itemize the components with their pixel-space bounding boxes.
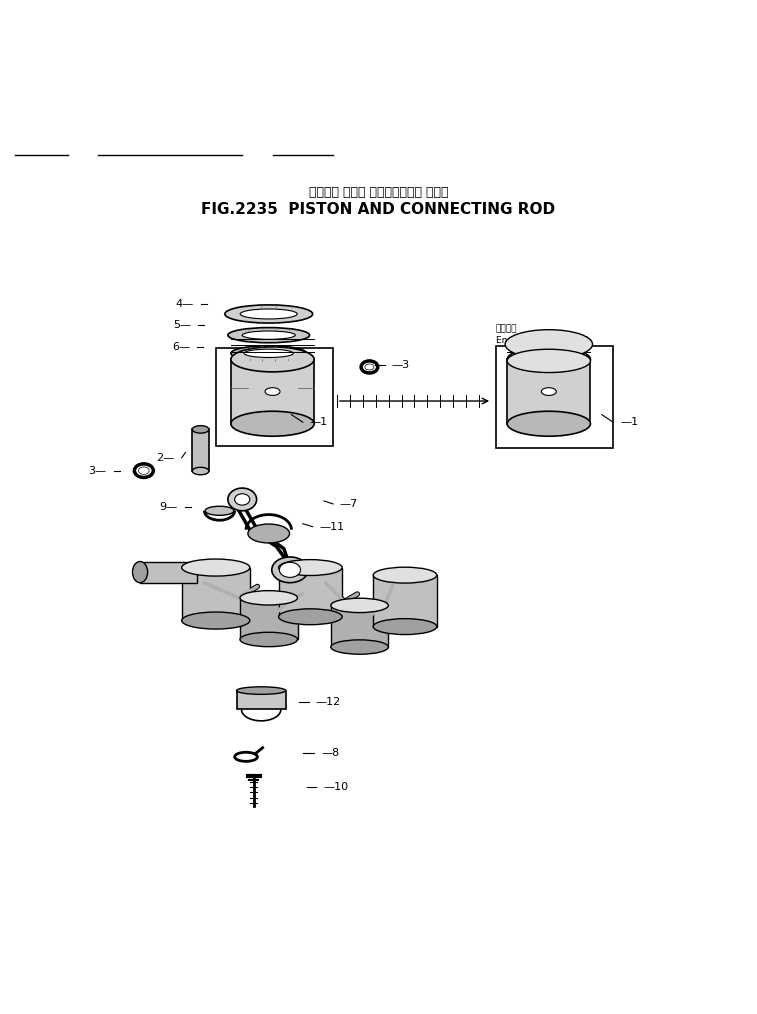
Ellipse shape: [240, 309, 298, 319]
Text: —7: —7: [340, 499, 358, 509]
Ellipse shape: [373, 567, 437, 583]
Bar: [231, 359, 314, 424]
Ellipse shape: [182, 559, 250, 576]
Text: 2—: 2—: [157, 453, 175, 462]
Ellipse shape: [331, 598, 388, 612]
Ellipse shape: [225, 305, 313, 323]
Text: —1: —1: [620, 417, 638, 427]
Ellipse shape: [244, 349, 293, 358]
Ellipse shape: [205, 506, 234, 515]
Ellipse shape: [373, 619, 437, 635]
Bar: [373, 575, 437, 627]
Text: Engine No. 150001～: Engine No. 150001～: [496, 336, 587, 345]
Ellipse shape: [192, 426, 209, 433]
Ellipse shape: [231, 347, 314, 372]
Ellipse shape: [228, 328, 310, 343]
Bar: [140, 562, 197, 583]
Text: —1: —1: [310, 417, 328, 427]
Ellipse shape: [242, 331, 295, 340]
Bar: [182, 568, 250, 621]
Bar: [192, 429, 209, 472]
Ellipse shape: [235, 494, 250, 505]
Bar: [507, 359, 590, 424]
Ellipse shape: [279, 608, 342, 625]
Text: —12: —12: [316, 698, 341, 708]
Ellipse shape: [231, 412, 314, 436]
Text: 適用号機: 適用号機: [496, 324, 517, 334]
Ellipse shape: [272, 557, 308, 583]
Ellipse shape: [236, 686, 286, 695]
Ellipse shape: [132, 562, 148, 583]
Text: —8: —8: [321, 748, 339, 758]
Ellipse shape: [507, 412, 590, 436]
Ellipse shape: [231, 346, 307, 361]
Ellipse shape: [228, 488, 257, 511]
Ellipse shape: [279, 562, 301, 577]
Text: 6—: 6—: [172, 342, 190, 352]
Ellipse shape: [192, 467, 209, 475]
Ellipse shape: [139, 466, 149, 475]
Ellipse shape: [182, 612, 250, 629]
Ellipse shape: [240, 590, 298, 605]
Ellipse shape: [505, 330, 593, 359]
Ellipse shape: [248, 524, 289, 542]
Ellipse shape: [541, 387, 556, 395]
Bar: [216, 348, 333, 446]
Ellipse shape: [365, 364, 374, 370]
Text: 4—: 4—: [176, 299, 194, 309]
Ellipse shape: [265, 387, 280, 395]
Bar: [240, 598, 298, 640]
Ellipse shape: [507, 347, 590, 372]
Text: 3—: 3—: [89, 465, 107, 476]
Bar: [236, 691, 286, 710]
Text: —10: —10: [323, 782, 348, 792]
Bar: [496, 346, 613, 448]
Text: —3: —3: [391, 360, 410, 370]
Text: ピストン および コネクティング ロッド: ピストン および コネクティング ロッド: [309, 187, 448, 200]
Ellipse shape: [331, 640, 388, 654]
Text: FIG.2235  PISTON AND CONNECTING ROD: FIG.2235 PISTON AND CONNECTING ROD: [201, 202, 556, 217]
Text: —11: —11: [319, 521, 344, 531]
Ellipse shape: [279, 560, 342, 576]
Bar: [331, 605, 388, 647]
Ellipse shape: [507, 349, 590, 372]
Bar: [279, 568, 342, 617]
Text: 5—: 5—: [173, 320, 192, 331]
Text: 9—: 9—: [160, 502, 178, 512]
Ellipse shape: [240, 633, 298, 647]
